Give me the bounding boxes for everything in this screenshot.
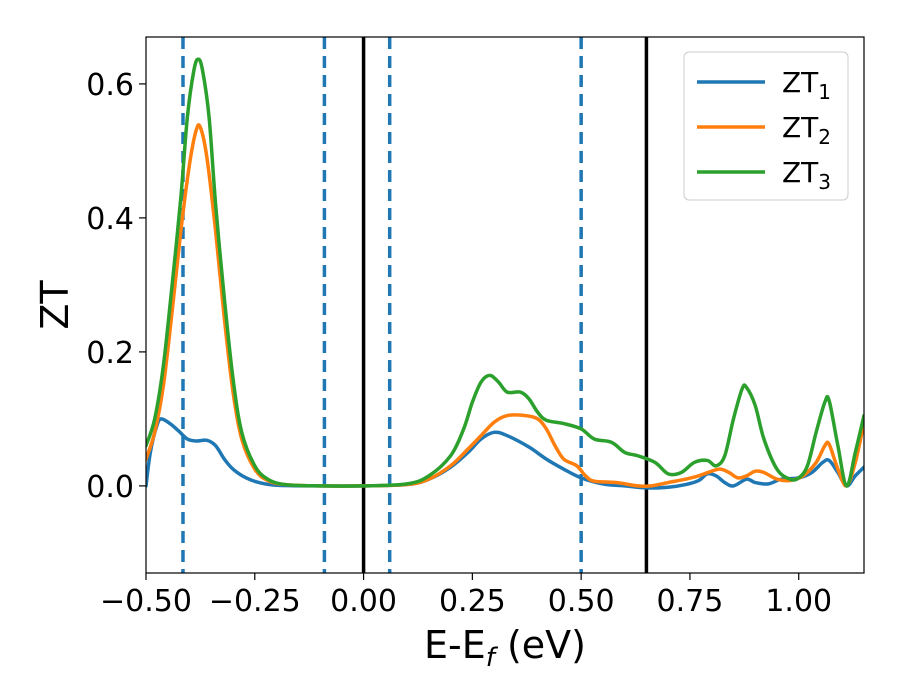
y-tick-label: 0.2 — [86, 336, 134, 371]
x-axis-label-unit: (eV) — [495, 623, 586, 667]
x-tick-label: 0.25 — [439, 584, 506, 619]
y-axis-label: ZT — [33, 280, 77, 330]
series-line-zt2 — [146, 123, 864, 489]
legend: ZT1 ZT2 ZT3 — [683, 51, 849, 201]
x-tick-label: −0.25 — [209, 584, 301, 619]
series-layer — [146, 57, 864, 490]
legend-label-zt1: ZT1 — [782, 66, 831, 104]
y-tick-label: 0.4 — [86, 202, 134, 237]
x-axis-ticks: −0.50 −0.25 0.00 0.25 0.50 0.75 1.00 — [100, 573, 832, 619]
x-tick-label: 0.00 — [330, 584, 397, 619]
x-tick-label: 0.75 — [657, 584, 724, 619]
legend-label-zt3: ZT3 — [782, 156, 831, 194]
y-axis-ticks: 0.0 0.2 0.4 0.6 — [86, 68, 146, 505]
reference-lines — [181, 37, 649, 573]
plot-frame — [145, 36, 865, 574]
x-tick-label: 1.00 — [765, 584, 832, 619]
series-line-zt1 — [146, 417, 864, 490]
y-tick-label: 0.0 — [86, 470, 134, 505]
legend-label-zt2: ZT2 — [782, 111, 831, 149]
legend-frame — [683, 51, 849, 201]
x-tick-label: −0.50 — [100, 584, 192, 619]
x-tick-label: 0.50 — [548, 584, 615, 619]
series-line-zt3 — [146, 57, 864, 488]
y-tick-label: 0.6 — [86, 68, 134, 103]
x-axis-label-main: E-E — [424, 623, 486, 667]
x-axis-label: E-Ef (eV) — [424, 623, 586, 673]
